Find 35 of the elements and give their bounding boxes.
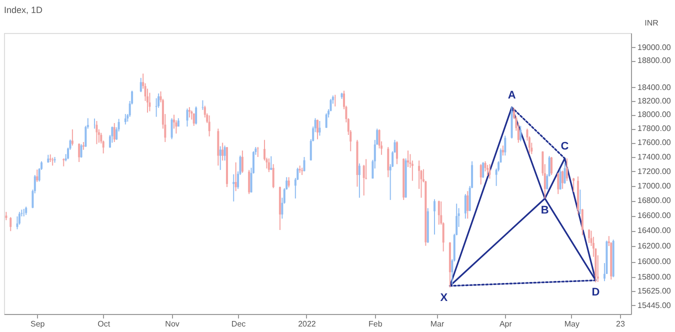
y-tick-label: 16200.00 <box>638 242 672 251</box>
y-tick-label: 17400.00 <box>638 152 672 162</box>
y-tick-label: 18400.00 <box>638 82 672 92</box>
annotation: D <box>592 286 600 298</box>
y-tick-label: 15445.00 <box>638 301 672 310</box>
chart-title: Index, 1D <box>4 5 44 15</box>
x-tick-label: Nov <box>165 320 180 328</box>
y-tick-label: 17200.00 <box>638 166 672 176</box>
y-tick-label: 15800.00 <box>638 272 672 282</box>
x-tick-label: May <box>564 320 580 328</box>
y-tick-label: 16600.00 <box>638 211 672 220</box>
x-tick-label: Mar <box>430 320 444 328</box>
y-tick-label: 17000.00 <box>638 181 672 190</box>
annotation: X <box>440 292 448 304</box>
y-tick-label: 19000.00 <box>638 42 672 52</box>
annotation: B <box>540 204 549 216</box>
y-tick-label: 18800.00 <box>638 56 672 66</box>
y-tick-label: 16400.00 <box>638 226 672 236</box>
x-tick-label: 2022 <box>298 320 316 328</box>
y-axis-title: INR <box>644 18 659 28</box>
y-tick-label: 17800.00 <box>638 124 672 134</box>
y-tick-label: 17600.00 <box>638 138 672 148</box>
y-tick-label: 18200.00 <box>638 96 672 106</box>
y-tick-label: 16000.00 <box>638 257 672 266</box>
annotation: A <box>508 89 516 102</box>
x-tick-label: Apr <box>499 320 512 328</box>
x-tick-label: 23 <box>616 320 626 328</box>
x-tick-label: Sep <box>30 320 46 328</box>
y-tick-label: 15625.00 <box>638 286 672 296</box>
x-tick-label: Feb <box>368 320 383 328</box>
annotation: C <box>560 140 569 152</box>
y-tick-label: 16800.00 <box>638 196 672 206</box>
x-tick-label: Dec <box>231 320 246 328</box>
x-tick-label: Oct <box>98 320 111 328</box>
y-tick-label: 18000.00 <box>638 110 672 120</box>
